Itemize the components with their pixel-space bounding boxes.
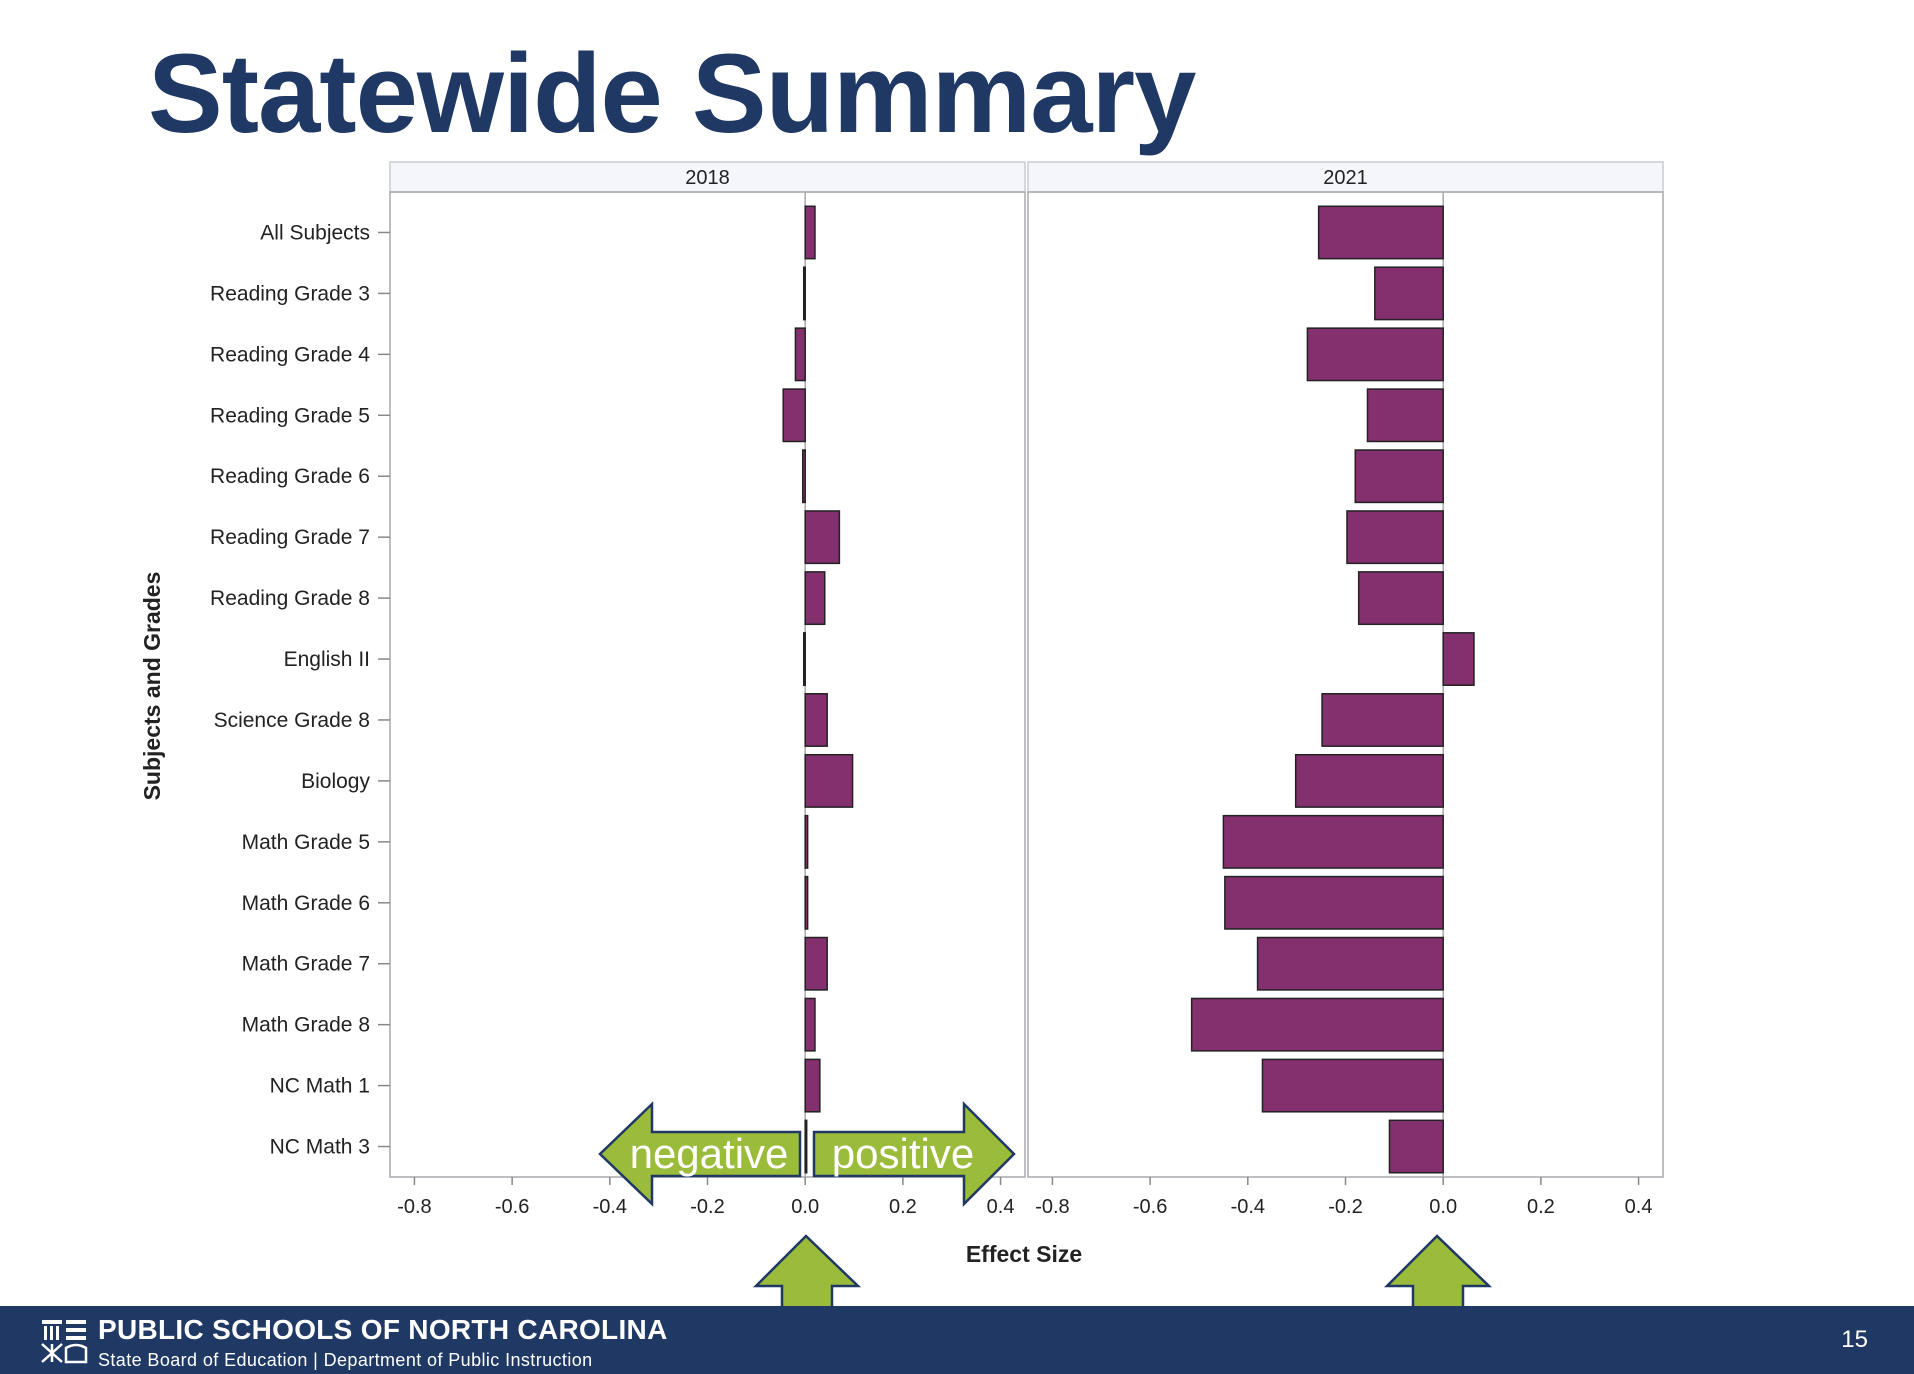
bar-2018-6	[804, 571, 826, 626]
bar-2018-11	[804, 875, 809, 930]
y-tick-label-2: Reading Grade 4	[210, 343, 370, 366]
x-tick-label-2018-6: 0.4	[987, 1196, 1015, 1218]
panel-header-2018	[389, 161, 1026, 193]
y-tick-label-8: Science Grade 8	[214, 709, 370, 732]
bar-2021-1	[1374, 266, 1444, 321]
footer-subtitle: State Board of Education | Department of…	[98, 1350, 593, 1370]
y-tick-label-14: NC Math 1	[270, 1075, 370, 1098]
bar-2018-5	[804, 510, 841, 565]
bar-2018-7	[802, 632, 806, 686]
x-tick-label-2021-5: 0.2	[1527, 1196, 1555, 1218]
y-tick-label-10: Math Grade 5	[242, 831, 370, 854]
bar-2021-13	[1190, 997, 1444, 1052]
y-tick-label-7: English II	[284, 648, 370, 671]
x-tick-label-2018-1: -0.6	[495, 1196, 529, 1218]
x-tick-label-2021-6: 0.4	[1625, 1196, 1653, 1218]
effect-size-chart: 2018 -0.8 -0.6 -0.4 -0.2 0.0 0.2 0.4 2021 -0.8 -0.…	[139, 161, 1664, 1267]
x-tick-label-2021-0: -0.8	[1035, 1196, 1069, 1218]
bar-2021-12	[1256, 936, 1444, 991]
bar-2021-5	[1346, 510, 1444, 565]
bar-2018-8	[804, 693, 828, 747]
bar-2018-1	[802, 266, 806, 321]
y-tick-label-4: Reading Grade 6	[210, 465, 370, 488]
bar-2021-11	[1224, 875, 1444, 930]
y-tick-label-11: Math Grade 6	[242, 892, 370, 915]
x-tick-label-2021-3: -0.2	[1328, 1196, 1362, 1218]
bar-2021-8	[1321, 693, 1444, 747]
bar-2021-15	[1388, 1119, 1444, 1174]
y-axis-title: Subjects and Grades	[139, 572, 165, 801]
bar-2018-0	[804, 205, 816, 260]
y-tick-label-15: NC Math 3	[270, 1136, 370, 1159]
footer-bar: PUBLIC SCHOOLS OF NORTH CAROLINA State B…	[0, 1306, 1914, 1374]
nc-dpi-logo-icon	[41, 1320, 88, 1364]
x-tick-label-2018-3: -0.2	[690, 1196, 724, 1218]
bar-2018-13	[804, 997, 816, 1052]
bar-2018-9	[804, 753, 854, 808]
bar-2018-12	[804, 936, 828, 991]
panel-title-2021: 2021	[1323, 167, 1368, 189]
bar-2021-0	[1317, 205, 1444, 260]
y-tick-label-6: Reading Grade 8	[210, 587, 370, 610]
bar-2021-6	[1357, 571, 1444, 626]
x-tick-label-2018-5: 0.2	[889, 1196, 917, 1218]
bar-2021-2	[1306, 327, 1444, 382]
x-tick-label-2021-4: 0.0	[1429, 1196, 1457, 1218]
x-tick-label-2018-4: 0.0	[791, 1196, 819, 1218]
bar-2018-15	[804, 1119, 808, 1174]
x-tick-label-2018-2: -0.4	[593, 1196, 627, 1218]
y-tick-label-0: All Subjects	[260, 221, 370, 244]
bar-2018-14	[804, 1058, 821, 1113]
bar-2018-4	[802, 449, 806, 504]
bar-2018-3	[782, 388, 806, 443]
bar-2021-7	[1442, 632, 1475, 686]
y-tick-label-5: Reading Grade 7	[210, 526, 370, 549]
bar-2021-10	[1222, 814, 1444, 869]
y-tick-label-12: Math Grade 7	[242, 953, 370, 976]
page-number: 15	[1841, 1326, 1868, 1353]
bar-2018-10	[804, 814, 809, 869]
x-tick-label-2021-1: -0.6	[1133, 1196, 1167, 1218]
x-tick-label-2021-2: -0.4	[1231, 1196, 1265, 1218]
y-tick-label-3: Reading Grade 5	[210, 404, 370, 427]
panel-frame-2018	[389, 191, 1026, 1178]
slide-title: Statewide Summary	[148, 31, 1196, 156]
y-tick-label-13: Math Grade 8	[242, 1014, 370, 1037]
x-axis-title: Effect Size	[966, 1241, 1082, 1267]
y-tick-label-9: Biology	[301, 770, 370, 793]
panel-header-2021	[1027, 161, 1664, 193]
bar-2021-4	[1354, 449, 1444, 504]
footer-org-name: PUBLIC SCHOOLS OF NORTH CAROLINA	[98, 1314, 668, 1345]
x-tick-label-2018-0: -0.8	[397, 1196, 431, 1218]
bar-2021-3	[1366, 388, 1444, 443]
bar-2018-2	[794, 327, 806, 382]
panel-title-2018: 2018	[685, 167, 730, 189]
bar-2021-14	[1261, 1058, 1444, 1113]
y-tick-label-1: Reading Grade 3	[210, 282, 370, 305]
bar-2021-9	[1294, 753, 1444, 808]
